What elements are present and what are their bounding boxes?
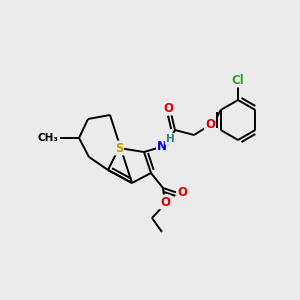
Text: O: O [177, 185, 187, 199]
Text: CH₃: CH₃ [37, 133, 58, 143]
Text: O: O [163, 101, 173, 115]
Text: H: H [166, 134, 174, 144]
Text: N: N [157, 140, 167, 154]
Text: O: O [205, 118, 215, 130]
Text: O: O [160, 196, 170, 208]
Text: S: S [115, 142, 123, 154]
Text: Cl: Cl [232, 74, 244, 86]
